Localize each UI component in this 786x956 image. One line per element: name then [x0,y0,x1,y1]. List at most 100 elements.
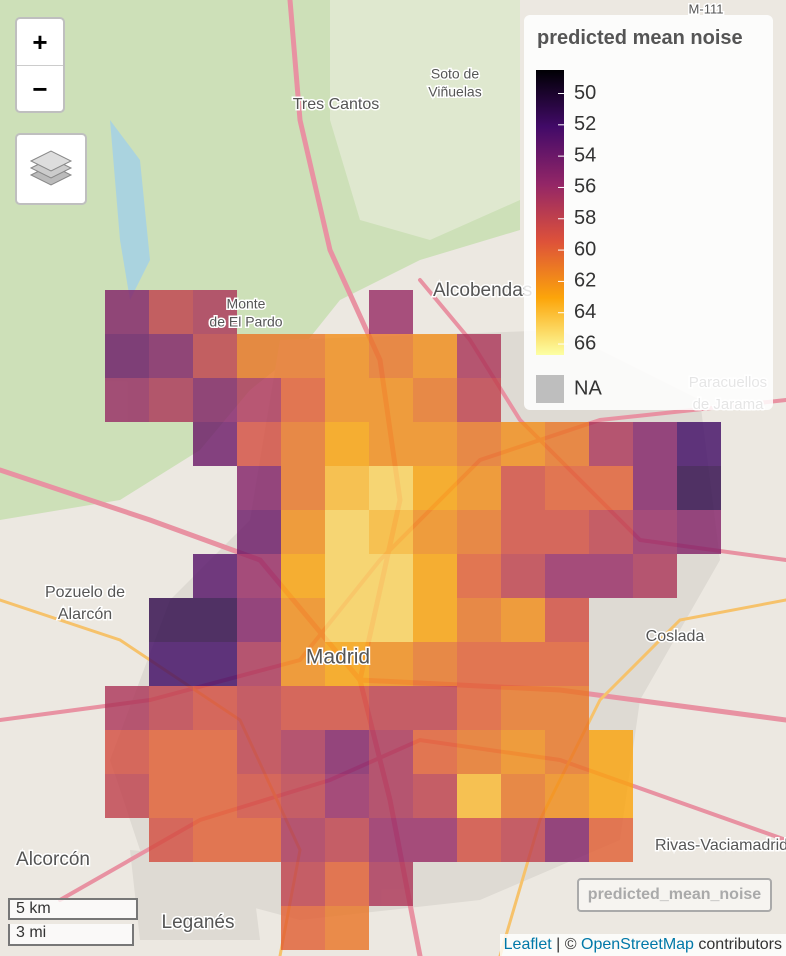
noise-cell [105,378,149,422]
noise-cell [325,774,369,818]
noise-cell [633,510,677,554]
noise-cell [413,598,457,642]
noise-cell [149,598,193,642]
noise-cell [501,510,545,554]
noise-cell [193,730,237,774]
attribution-separator: | © [556,936,577,953]
noise-cell [325,686,369,730]
noise-cell [281,774,325,818]
noise-cell [589,554,633,598]
layers-button[interactable] [15,133,87,205]
noise-cell [369,642,413,686]
noise-cell [457,818,501,862]
noise-cell [193,686,237,730]
noise-cell [633,422,677,466]
noise-cell [545,686,589,730]
open-area [330,0,520,240]
place-label: Viñuelas [428,84,481,100]
noise-cell [633,554,677,598]
noise-cell [325,378,369,422]
noise-cell [281,818,325,862]
noise-cell [369,422,413,466]
noise-cell [237,422,281,466]
noise-cell [193,642,237,686]
noise-cell [457,686,501,730]
zoom-in[interactable]: + [17,19,63,66]
noise-cell [633,466,677,510]
scale-metric: 5 km [8,898,138,920]
noise-cell [413,642,457,686]
noise-cell [237,378,281,422]
legend-tick-label: 58 [574,207,596,229]
noise-cell [237,466,281,510]
noise-cell [369,554,413,598]
noise-cell [589,730,633,774]
noise-cell [105,290,149,334]
legend-tick-label: 64 [574,301,596,323]
noise-cell [413,730,457,774]
noise-cell [457,598,501,642]
place-label: Leganés [162,912,235,933]
noise-cell [501,774,545,818]
noise-cell [545,466,589,510]
noise-cell [325,554,369,598]
noise-cell [325,334,369,378]
noise-cell [281,378,325,422]
noise-cell [193,554,237,598]
noise-cell [545,598,589,642]
noise-cell [193,334,237,378]
legend: predicted mean noise NA 50 52 54 56 58 60 62 64… [524,15,773,410]
zoom-control: + − [15,17,65,113]
layer-label[interactable]: predicted_mean_noise [577,878,772,912]
noise-cell [281,730,325,774]
noise-cell [457,642,501,686]
noise-cell [149,290,193,334]
noise-cell [193,598,237,642]
urban-area [130,850,260,940]
place-label: Alarcón [58,606,112,623]
legend-tick-label: 66 [574,332,596,354]
na-label: NA [574,377,602,399]
osm-link[interactable]: OpenStreetMap [581,936,694,953]
leaflet-link[interactable]: Leaflet [503,936,552,953]
noise-cell [325,510,369,554]
noise-cell [369,774,413,818]
reservoir [110,120,150,300]
noise-cell [281,598,325,642]
legend-tick-label: 56 [574,176,596,198]
noise-cell [369,510,413,554]
noise-cell [237,334,281,378]
noise-cell [545,642,589,686]
noise-cell [193,290,237,334]
noise-cell [677,510,721,554]
noise-cell [325,906,369,950]
noise-cell [413,334,457,378]
legend-title: predicted mean noise [537,27,743,49]
noise-cell [237,730,281,774]
noise-cell [457,334,501,378]
noise-cell [193,422,237,466]
noise-cell [457,422,501,466]
noise-cell [149,686,193,730]
noise-cell [237,510,281,554]
noise-cell [589,774,633,818]
noise-cell [237,686,281,730]
noise-cell [677,422,721,466]
place-label: Pozuelo de [45,584,125,601]
noise-cell [193,774,237,818]
noise-cell [281,906,325,950]
noise-cell [281,862,325,906]
noise-cell [369,862,413,906]
noise-cell [369,598,413,642]
noise-cell [545,818,589,862]
zoom-out[interactable]: − [32,74,48,104]
noise-cell [457,730,501,774]
noise-cell [501,554,545,598]
noise-cell [545,774,589,818]
layers-icon [29,150,73,186]
place-label: Rivas-Vaciamadrid [655,837,786,854]
noise-cell [501,642,545,686]
noise-cell [589,422,633,466]
noise-cell [413,378,457,422]
noise-cell [413,466,457,510]
